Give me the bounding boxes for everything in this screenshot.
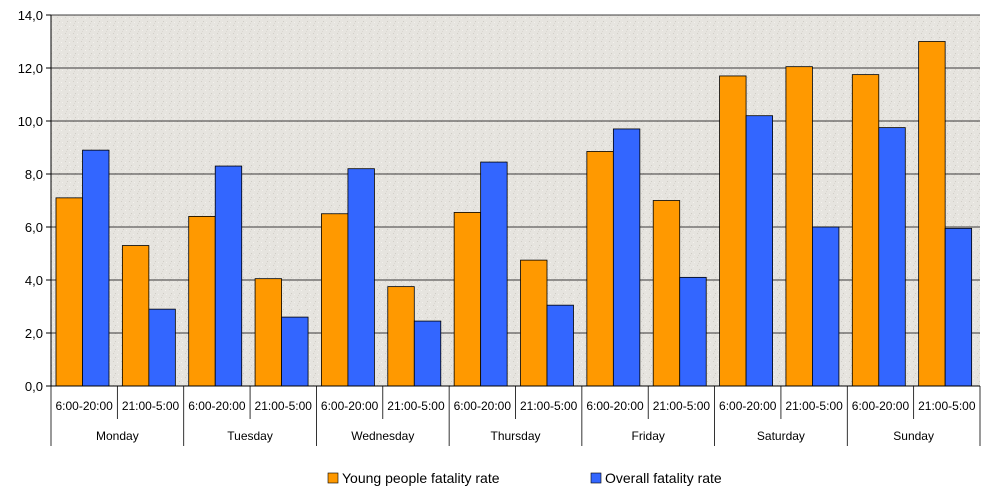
x-group-label: Saturday [757,429,805,443]
bar-young [387,286,415,387]
x-category-label: 21:00-5:00 [785,399,843,413]
bars [55,41,973,387]
y-tick-label: 4,0 [25,273,43,288]
x-group-label: Wednesday [351,429,414,443]
y-tick-label: 0,0 [25,379,43,394]
y-tick-label: 8,0 [25,167,43,182]
bar-overall [745,115,773,387]
x-category-label: 21:00-5:00 [918,399,976,413]
bar-young [254,278,282,387]
bar-overall [480,161,508,387]
x-group-label: Monday [96,429,139,443]
bar-overall [347,168,375,387]
bar-overall [546,304,574,387]
bar-young [851,74,880,387]
bar-overall [148,308,176,387]
y-tick-label: 14,0 [18,8,43,23]
bar-young [719,75,747,387]
legend-swatch-overall [590,472,602,484]
x-group-label: Friday [632,429,665,443]
x-category-label: 21:00-5:00 [255,399,313,413]
x-category-label: 6:00-20:00 [719,399,777,413]
x-group-label: Tuesday [227,429,273,443]
legend-label-overall: Overall fatality rate [605,470,722,486]
x-category-label: 6:00-20:00 [55,399,113,413]
bar-overall [878,127,906,387]
y-tick-label: 2,0 [25,326,43,341]
y-tick-label: 10,0 [18,114,43,129]
bar-young [918,41,946,387]
bar-overall [214,165,243,387]
bar-overall [82,149,110,387]
x-category-label: 21:00-5:00 [653,399,711,413]
bar-young [785,66,813,387]
y-tick-label: 6,0 [25,220,43,235]
x-group-label: Sunday [893,429,934,443]
bar-young [453,212,482,387]
x-group-label: Thursday [490,429,540,443]
x-category-label: 21:00-5:00 [122,399,180,413]
bar-overall [812,226,840,387]
bar-overall [944,227,973,387]
y-axis: 0,0 2,0 4,0 6,0 8,0 10,0 12,0 14,0 [18,8,52,394]
bar-young [652,200,681,387]
x-category-label: 6:00-20:00 [321,399,379,413]
legend-label-young: Young people fatality rate [342,470,500,486]
x-category-label: 21:00-5:00 [387,399,445,413]
bar-overall [679,276,707,387]
x-category-label: 6:00-20:00 [188,399,246,413]
bar-young [321,213,349,387]
x-category-label: 6:00-20:00 [852,399,910,413]
bar-young [586,151,614,387]
legend-swatch-young [327,472,339,484]
bar-young [55,197,83,387]
x-category-label: 21:00-5:00 [520,399,578,413]
bar-overall [281,316,309,387]
x-axis: 6:00-20:00 21:00-5:00 6:00-20:00 21:00-5:00… [50,385,981,446]
bar-young [121,245,150,387]
bar-young [188,215,216,387]
bar-young [520,259,548,387]
x-category-label: 6:00-20:00 [454,399,512,413]
x-category-label: 6:00-20:00 [586,399,644,413]
bar-overall [612,128,641,387]
legend: Young people fatality rate Overall fatal… [327,470,722,486]
bar-overall [413,320,442,387]
y-tick-label: 12,0 [18,61,43,76]
